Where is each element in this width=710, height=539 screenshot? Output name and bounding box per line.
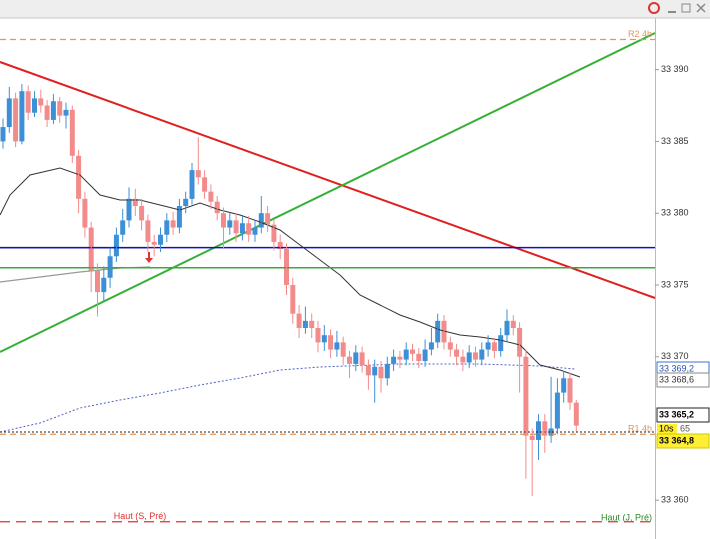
timer-box [657,424,677,434]
level-label: Haut (S, Pré) [114,511,167,521]
price-tag-box [656,372,710,388]
title-bar [0,0,710,18]
y-tick-label: 33 360 [661,495,689,505]
price-tag: 33 365,2 [659,409,694,419]
y-tick-label: 33 375 [661,279,689,289]
moving-average [0,266,151,283]
y-tick-label: 33 380 [661,208,689,218]
price-tag-box [656,407,710,423]
trend-line [0,61,656,299]
trend-line [0,32,656,353]
minimize-button[interactable] [668,11,676,13]
close-button[interactable] [696,3,706,13]
price-tag: 33 364,8 [659,435,694,445]
moving-average [0,363,576,433]
level-label: R1 4h [628,424,652,434]
y-tick-label: 33 390 [661,64,689,74]
moving-average [0,167,581,378]
alert-marker[interactable] [145,252,153,263]
level-label: Haut (J, Pré) [601,512,652,522]
maximize-button[interactable] [681,3,691,13]
timer: 10s [659,423,674,433]
y-tick-label: 33 370 [661,351,689,361]
price-tag: 33 368,6 [659,374,694,384]
timer-side: 65 [680,423,690,433]
y-tick-label: 33 385 [661,136,689,146]
price-tag: 33 369,2 [659,363,694,373]
level-label: R2 4h [628,29,652,39]
price-tag-box [656,433,710,449]
sync-icon[interactable] [648,2,660,14]
